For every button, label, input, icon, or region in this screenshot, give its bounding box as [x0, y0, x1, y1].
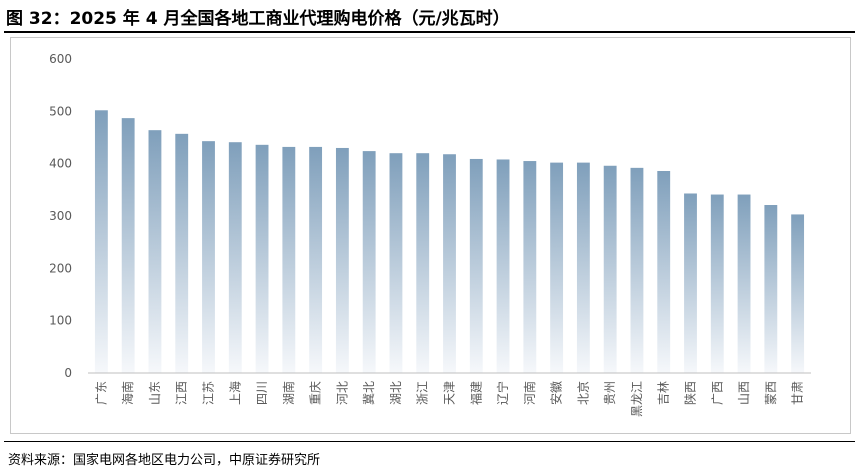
x-tick-label: 河北: [335, 381, 349, 405]
x-tick-label: 蒙西: [764, 381, 778, 405]
source-note: 资料来源：国家电网各地区电力公司，中原证券研究所: [8, 453, 321, 468]
bar: [228, 142, 242, 373]
y-tick-label: 500: [49, 104, 72, 118]
y-tick-label: 300: [49, 209, 72, 223]
x-tick-label: 浙江: [416, 381, 430, 405]
bar: [523, 161, 537, 373]
chart-frame: 0 100 200 300 400 500 600 广东 海南 山东 江西 江苏 上海 四川 湖南 重庆 河北…: [10, 37, 851, 434]
bar: [335, 147, 349, 373]
y-tick-label: 600: [49, 52, 72, 66]
x-tick-label: 黑龙江: [630, 381, 644, 417]
bar: [550, 162, 564, 373]
bar: [362, 151, 376, 373]
bar: [443, 154, 456, 373]
y-tick-label: 200: [49, 261, 72, 275]
x-tick-label: 上海: [227, 381, 242, 405]
bar: [255, 144, 269, 373]
bar: [737, 194, 751, 373]
bar: [202, 141, 215, 373]
bar: [684, 193, 697, 373]
bar: [469, 158, 483, 373]
y-tick-label: 100: [49, 314, 72, 328]
bars: [94, 110, 805, 374]
x-tick-label: 冀北: [362, 381, 376, 405]
x-tick-label: 陕西: [683, 381, 698, 405]
bar: [603, 165, 617, 373]
bar: [282, 146, 296, 373]
x-tick-label: 湖北: [388, 381, 403, 405]
x-tick-label: 重庆: [309, 381, 323, 405]
x-tick-label: 福建: [468, 381, 483, 405]
x-tick-label: 江苏: [202, 381, 216, 405]
figure-title: 图 32：2025 年 4 月全国各地工商业代理购电价格（元/兆瓦时）: [6, 9, 510, 29]
x-tick-label: 辽宁: [495, 381, 510, 405]
x-tick-label: 山西: [737, 381, 751, 405]
bar: [175, 133, 189, 373]
y-tick-label: 0: [64, 366, 72, 380]
footer-rule: [4, 441, 855, 442]
x-tick-label: 广西: [710, 381, 724, 405]
bar: [148, 130, 162, 373]
x-tick-label: 吉林: [657, 381, 671, 405]
x-tick-label: 江西: [175, 381, 189, 405]
bar: [657, 170, 671, 373]
x-tick-label: 湖南: [281, 381, 296, 405]
x-tick-label: 安徽: [549, 381, 564, 405]
x-tick-label: 广东: [94, 381, 108, 405]
bar: [416, 153, 430, 373]
x-tick-label: 贵州: [603, 381, 617, 405]
x-tick-label: 北京: [576, 381, 590, 405]
x-tick-label: 海南: [120, 381, 135, 405]
x-tick-label: 山东: [148, 381, 162, 405]
x-tick-label: 河南: [522, 381, 537, 405]
x-axis: 广东 海南 山东 江西 江苏 上海 四川 湖南 重庆 河北 冀北 湖北 浙江 天津 福建 辽宁 河南 安徽 北京 贵州…: [88, 372, 811, 417]
bar-chart: 0 100 200 300 400 500 600 广东 海南 山东 江西 江苏 上海 四川 湖南 重庆 河北…: [49, 52, 811, 417]
x-tick-label: 天津: [443, 381, 457, 405]
title-rule: [4, 31, 855, 33]
x-tick-label: 甘肃: [791, 381, 805, 405]
y-tick-label: 400: [49, 157, 72, 171]
bar: [496, 159, 510, 373]
bar: [764, 205, 778, 373]
bar: [309, 146, 323, 373]
bar: [389, 153, 403, 373]
bar: [576, 162, 590, 373]
bar: [710, 194, 724, 373]
y-axis: 0 100 200 300 400 500 600: [49, 52, 72, 380]
bar: [94, 110, 108, 373]
bar: [791, 214, 805, 373]
x-tick-label: 四川: [255, 381, 269, 405]
bar: [630, 167, 644, 373]
bar: [121, 118, 135, 374]
